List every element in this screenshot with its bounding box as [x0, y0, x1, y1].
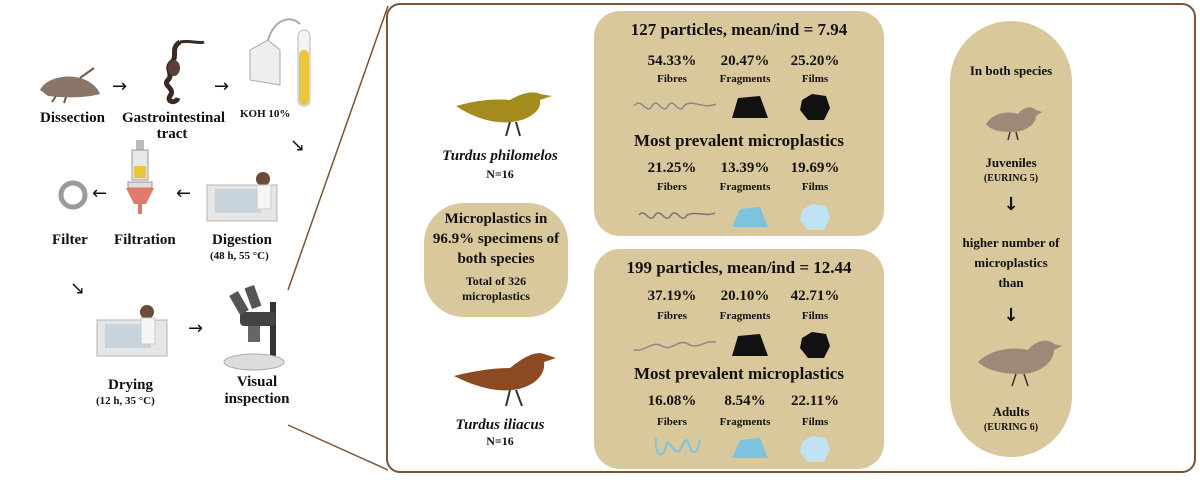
digestion-conditions: (48 h, 55 °C) — [210, 250, 269, 262]
arrow-left-icon: ← — [176, 183, 192, 204]
adults-code: (EURING 6) — [983, 422, 1039, 433]
comparison-line3: than — [998, 275, 1024, 290]
box1-fragments-pct: 20.47% — [720, 53, 770, 69]
film-blue-icon — [800, 436, 830, 462]
arrow-right-icon: → — [214, 76, 230, 97]
redwing-icon — [454, 353, 556, 407]
right-panel-title: In both species — [969, 63, 1053, 78]
fiber-grey-icon — [638, 212, 716, 219]
koh-bottle-icon — [249, 18, 311, 107]
fiber-blue-icon — [654, 437, 701, 456]
box2-prev-fibers-pct: 16.08% — [647, 393, 697, 409]
summary-line3: both species — [457, 251, 535, 267]
box1-prev-films-label: Films — [801, 181, 829, 193]
summary-box — [424, 203, 568, 317]
microscope-icon — [223, 284, 285, 371]
gastrointestinal-tract-icon — [164, 39, 205, 105]
fragment-blue-icon — [732, 438, 768, 458]
fragment-blue-icon — [732, 207, 768, 227]
box1-prevalent-title: Most prevalent microplastics — [634, 131, 844, 150]
box1-panel — [594, 11, 884, 236]
adults-label: Adults — [992, 404, 1030, 419]
box2-fibres-pct: 37.19% — [647, 288, 697, 304]
box2-prev-fragments-label: Fragments — [719, 416, 771, 428]
arrow-left-icon: ← — [92, 183, 108, 204]
dissection-label: Dissection — [40, 110, 105, 126]
comparison-line2: microplastics — [974, 255, 1048, 270]
drying-conditions: (12 h, 35 °C) — [96, 395, 155, 407]
species1-name: Turdus philomelos — [442, 148, 558, 164]
zoom-connector-lines — [287, 5, 389, 471]
juvenile-bird-icon — [986, 107, 1042, 141]
filtration-icon — [126, 140, 154, 214]
box2-prev-fibers-label: Fibers — [657, 416, 687, 428]
box2-title: 199 particles, mean/ind = 12.44 — [626, 258, 852, 277]
dissected-bird-icon — [40, 67, 100, 104]
fragment-icon — [732, 96, 768, 118]
species2-name: Turdus iliacus — [455, 417, 545, 433]
box2-prevalent-title: Most prevalent microplastics — [634, 364, 844, 383]
box2-prev-films-pct: 22.11% — [791, 393, 839, 409]
box1-prev-films-pct: 19.69% — [790, 160, 840, 176]
arrow-right-icon: → — [188, 318, 204, 339]
species1-n: N=16 — [486, 167, 514, 181]
box2-films-label: Films — [801, 310, 829, 322]
box2-panel — [594, 249, 884, 469]
film-icon — [800, 94, 830, 120]
box2-fibres-label: Fibres — [657, 310, 687, 322]
box1-prev-fragments-pct: 13.39% — [720, 160, 770, 176]
summary-line1: Microplastics in — [444, 211, 548, 227]
arrow-down-icon: ↘ — [290, 135, 306, 156]
down-arrow-icon: ↓ — [1003, 305, 1019, 326]
box1-fibres-pct: 54.33% — [647, 53, 697, 69]
filtration-label: Filtration — [114, 232, 176, 248]
box1-title: 127 particles, mean/ind = 7.94 — [630, 20, 848, 39]
film-icon — [800, 332, 830, 358]
box1-fibres-label: Fibres — [657, 73, 687, 85]
results-frame — [386, 3, 1196, 473]
drying-label: Drying — [108, 377, 153, 393]
box1-films-label: Films — [801, 73, 829, 85]
species2-n: N=16 — [486, 434, 514, 448]
fibre-icon — [633, 102, 717, 110]
arrow-right-icon: → — [112, 76, 128, 97]
down-arrow-icon: ↓ — [1003, 194, 1019, 215]
song-thrush-icon — [456, 92, 552, 137]
summary-total2: microplastics — [462, 289, 530, 303]
box2-prev-films-label: Films — [801, 416, 829, 428]
box2-fragments-label: Fragments — [719, 310, 771, 322]
fragment-icon — [732, 334, 768, 356]
koh-label: KOH 10% — [240, 108, 291, 120]
summary-line2: 96.9% specimens of — [432, 231, 560, 247]
adult-bird-icon — [978, 340, 1062, 387]
juveniles-label: Juveniles — [985, 155, 1037, 170]
drying-lab-icon — [96, 305, 168, 357]
digestion-label: Digestion — [212, 232, 272, 248]
comparison-line1: higher number of — [962, 235, 1060, 250]
filter-icon — [58, 180, 88, 210]
box2-fragments-pct: 20.10% — [720, 288, 770, 304]
box1-fragments-label: Fragments — [719, 73, 771, 85]
arrow-curve-icon: ↘ — [70, 278, 86, 299]
film-blue-icon — [800, 204, 830, 230]
filter-label: Filter — [52, 232, 88, 248]
box1-prev-fibers-label: Fibers — [657, 181, 687, 193]
box1-prev-fibers-pct: 21.25% — [647, 160, 697, 176]
gi-tract-label: Gastrointestinal tract — [122, 110, 226, 142]
box2-films-pct: 42.71% — [790, 288, 840, 304]
box2-prev-fragments-pct: 8.54% — [724, 393, 766, 409]
box1-films-pct: 25.20% — [790, 53, 840, 69]
digestion-lab-icon — [206, 172, 278, 222]
box1-prev-fragments-label: Fragments — [719, 181, 771, 193]
juveniles-code: (EURING 5) — [983, 173, 1039, 184]
summary-total1: Total of 326 — [465, 274, 527, 288]
fibre-icon — [633, 341, 717, 351]
visual-inspection-label: Visual inspection — [224, 374, 290, 407]
age-comparison-panel — [950, 21, 1072, 457]
